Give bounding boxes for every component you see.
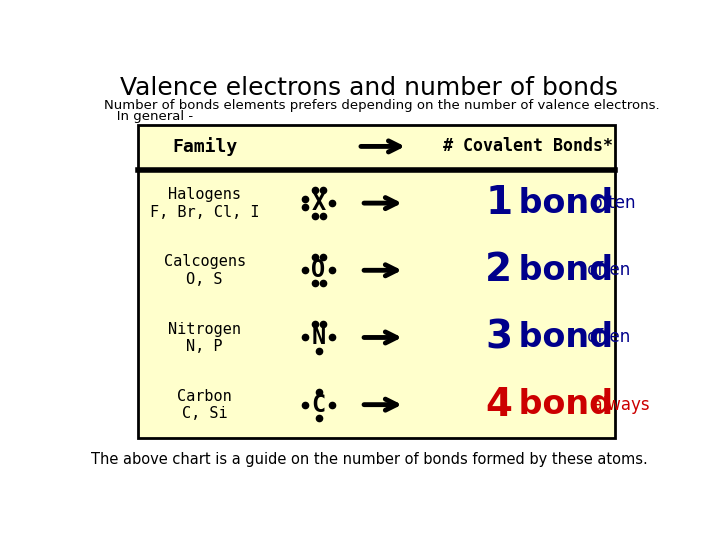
Text: bond: bond bbox=[507, 388, 613, 421]
Text: Family: Family bbox=[172, 137, 238, 156]
Text: X: X bbox=[312, 191, 325, 215]
Text: # Covalent Bonds*: # Covalent Bonds* bbox=[443, 137, 613, 156]
Text: In general -: In general - bbox=[104, 110, 193, 123]
Text: always: always bbox=[582, 396, 649, 414]
Text: N, P: N, P bbox=[186, 339, 223, 354]
Bar bbox=[138, 125, 616, 438]
Text: C: C bbox=[312, 393, 325, 417]
Text: Halogens: Halogens bbox=[168, 187, 241, 202]
Text: Calcogens: Calcogens bbox=[163, 254, 246, 269]
Text: Carbon: Carbon bbox=[177, 389, 232, 404]
Text: bond: bond bbox=[507, 254, 613, 287]
Text: 3: 3 bbox=[485, 319, 513, 356]
Text: The above chart is a guide on the number of bonds formed by these atoms.: The above chart is a guide on the number… bbox=[91, 451, 647, 467]
Text: often: often bbox=[582, 328, 631, 347]
Text: O: O bbox=[312, 258, 325, 282]
Text: often: often bbox=[582, 194, 636, 212]
Text: F, Br, Cl, I: F, Br, Cl, I bbox=[150, 205, 259, 220]
Text: C, Si: C, Si bbox=[182, 407, 228, 421]
Text: 4: 4 bbox=[485, 386, 512, 424]
Text: Valence electrons and number of bonds: Valence electrons and number of bonds bbox=[120, 76, 618, 100]
Text: O, S: O, S bbox=[186, 272, 223, 287]
Text: bond: bond bbox=[507, 187, 613, 220]
Text: 1: 1 bbox=[485, 184, 513, 222]
Text: Nitrogen: Nitrogen bbox=[168, 321, 241, 336]
Text: Number of bonds elements prefers depending on the number of valence electrons.: Number of bonds elements prefers dependi… bbox=[104, 99, 660, 112]
Text: 2: 2 bbox=[485, 251, 513, 289]
Text: often: often bbox=[582, 261, 631, 279]
Text: N: N bbox=[312, 326, 325, 349]
Text: bond: bond bbox=[507, 321, 613, 354]
